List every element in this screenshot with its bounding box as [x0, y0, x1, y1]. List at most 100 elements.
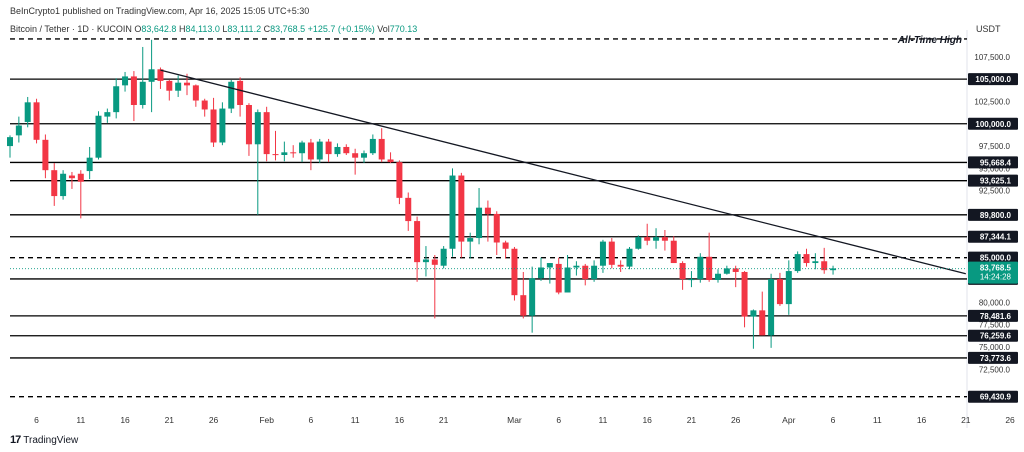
y-tick-label: 72,500.0 [979, 365, 1011, 374]
candle-body [449, 175, 456, 249]
candle-body [750, 310, 757, 317]
x-tick-label: 16 [917, 415, 927, 425]
candle-body [113, 86, 120, 113]
x-tick-label: Apr [782, 415, 795, 425]
candle-body [33, 102, 40, 140]
candle-body [166, 80, 173, 91]
tradingview-brand: 17 TradingView [10, 434, 78, 446]
candle-body [564, 267, 571, 293]
level-label: 93,625.1 [980, 177, 1012, 186]
candle-body [803, 254, 810, 264]
candle-body [334, 146, 341, 155]
x-tick-label: 11 [76, 415, 85, 425]
candle-body [582, 265, 589, 280]
candle-body [591, 265, 598, 280]
level-label-box [968, 73, 1018, 86]
candle-body [812, 261, 819, 264]
close-value: 83,768.5 [270, 24, 306, 34]
candle-body [219, 108, 226, 143]
high-value: 84,113.0 [185, 24, 220, 34]
candle-body [679, 263, 686, 280]
candle-body [157, 69, 164, 81]
y-tick-label: 95,000.0 [979, 164, 1011, 173]
level-label-box [968, 230, 1018, 243]
tradingview-brand-label: TradingView [23, 434, 79, 446]
candle-body [148, 69, 155, 82]
candle-body [484, 207, 491, 214]
candle-body [555, 263, 562, 293]
candle-body [307, 142, 314, 160]
candle-body [281, 152, 288, 155]
candle-body [635, 237, 642, 249]
publisher-line: BeInCrypto1 published on TradingView.com… [10, 6, 310, 16]
candle-body [422, 259, 429, 263]
currency-label[interactable]: USDT [976, 24, 1001, 34]
level-label: 85,000.0 [980, 254, 1012, 263]
candle-body [715, 273, 721, 280]
x-tick-label: 11 [873, 415, 882, 425]
x-tick-label: 21 [165, 415, 175, 425]
candle-body [608, 241, 615, 265]
level-label: 78,481.6 [980, 312, 1012, 321]
current-price-label: 83,768.5 [980, 264, 1012, 273]
level-label-box [968, 117, 1018, 130]
candle-body [520, 295, 527, 316]
x-tick-label: Mar [507, 415, 522, 425]
low-label: L [222, 24, 228, 34]
x-tick-label: 11 [599, 415, 608, 425]
candle-body [122, 76, 129, 86]
x-tick-label: 6 [34, 415, 39, 425]
level-label-box [968, 174, 1018, 187]
x-tick-label: 21 [961, 415, 971, 425]
level-label-box [968, 390, 1018, 403]
candle-body [361, 153, 367, 158]
level-label: 76,259.6 [980, 332, 1012, 341]
candle-body [414, 221, 421, 263]
high-label: H [178, 24, 186, 34]
candle-body [192, 85, 199, 101]
open-value: 83,642.8 [141, 24, 177, 34]
candle-body [431, 259, 438, 265]
change-value: +125.7 (+0.15%) [307, 24, 375, 34]
candle-body [538, 267, 544, 279]
level-label: 73,773.6 [980, 354, 1012, 363]
candle-body [458, 175, 465, 242]
y-tick-label: 102,500.0 [974, 97, 1010, 106]
candle-body [476, 207, 483, 239]
candle-body [175, 82, 182, 91]
symbol-title: Bitcoin / Tether · 1D · KUCOIN [10, 24, 132, 34]
level-label-box [968, 351, 1018, 364]
y-tick-label: 80,000.0 [979, 298, 1011, 307]
candle-body [352, 153, 359, 158]
level-label: 87,344.1 [980, 233, 1012, 242]
candle-body [387, 159, 394, 163]
candle-body [378, 138, 385, 160]
candle-body [237, 80, 244, 105]
candle-body [60, 173, 67, 197]
candle-body [68, 175, 75, 179]
candle-body [511, 248, 518, 296]
candle-body [546, 263, 553, 268]
candle-body [104, 112, 111, 117]
candle-body [316, 141, 323, 160]
x-tick-label: 26 [209, 415, 219, 425]
candle-body [405, 197, 412, 222]
level-label: 95,668.4 [980, 158, 1012, 167]
candle-body [7, 137, 13, 147]
y-tick-label: 75,000.0 [979, 343, 1011, 352]
candle-body [228, 81, 235, 109]
tradingview-logo-icon: 17 [10, 434, 21, 446]
candle-body [369, 138, 376, 154]
candle-body [272, 154, 279, 156]
symbol-ohlc-line: Bitcoin / Tether · 1D · KUCOIN O83,642.8… [10, 24, 417, 34]
countdown-timer: 14:24:28 [980, 273, 1012, 282]
volume-value: 770.13 [389, 24, 418, 34]
x-tick-label: 16 [642, 415, 652, 425]
candle-body [86, 157, 93, 172]
candle-body [776, 279, 783, 305]
candle-body [184, 82, 190, 86]
candle-body [670, 240, 677, 264]
candle-body [254, 112, 261, 145]
candle-body [502, 242, 509, 249]
